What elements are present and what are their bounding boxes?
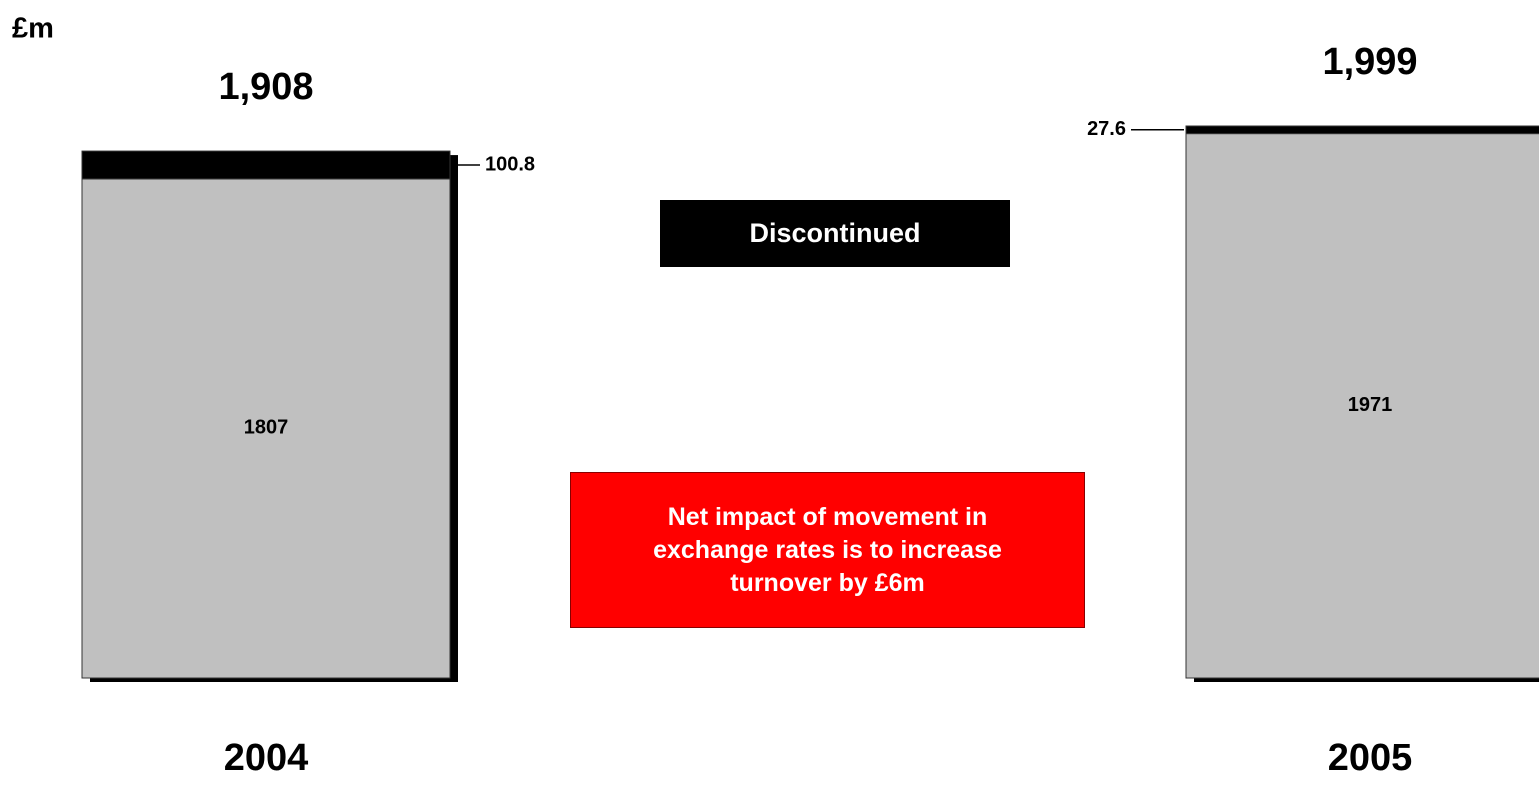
total-label: 1,908	[218, 66, 313, 108]
x-tick-label: 2005	[1328, 737, 1413, 779]
unit-label: £m	[12, 13, 54, 45]
legend-entry: Discontinued	[660, 200, 1010, 267]
value-label: 1971	[1348, 394, 1393, 416]
bar-segment	[81, 178, 451, 679]
total-label: 1,999	[1322, 41, 1417, 83]
value-label: 1807	[244, 417, 289, 439]
bar-segment	[1185, 133, 1539, 679]
annotation: Net impact of movement in exchange rates…	[570, 472, 1085, 628]
x-tick-label: 2004	[224, 737, 309, 779]
value-label: 100.8	[485, 153, 535, 175]
value-label: 27.6	[1087, 118, 1126, 140]
bar-segment	[1185, 125, 1539, 135]
bar-segment	[81, 150, 451, 180]
